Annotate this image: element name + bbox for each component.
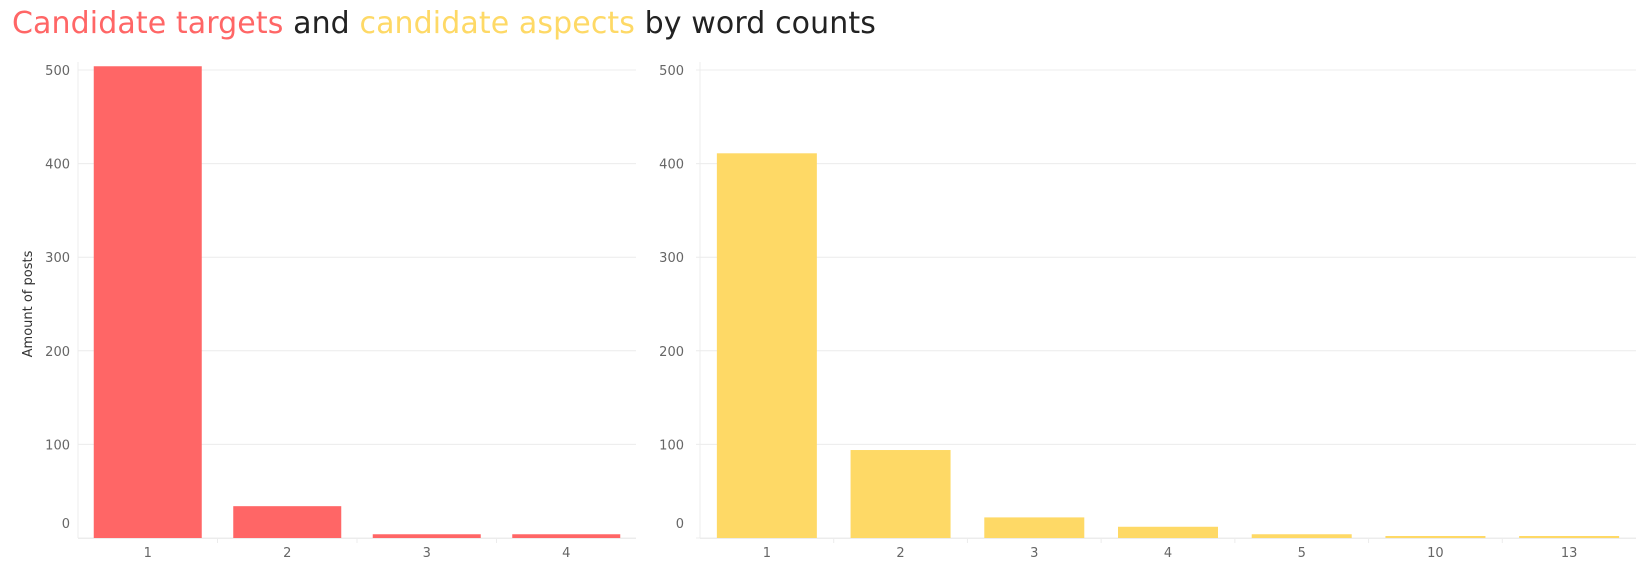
y-tick-label: 500 — [659, 64, 684, 79]
x-tick-label: 13 — [1561, 546, 1578, 561]
y-tick-label: 100 — [659, 438, 684, 453]
title-aspects: candidate aspects — [359, 6, 636, 41]
x-tick-label: 4 — [562, 546, 570, 561]
y-tick-label: 400 — [45, 158, 70, 173]
x-tick-label: 3 — [423, 546, 431, 561]
bar-13 — [1519, 536, 1620, 538]
y-axis-title: Amount of posts — [21, 250, 36, 357]
x-tick-label: 5 — [1298, 546, 1306, 561]
bar-10 — [1385, 536, 1486, 538]
chart-title: Candidate targets and candidate aspects … — [12, 2, 876, 46]
bar-1 — [716, 153, 817, 538]
y-tick-label: 0 — [62, 517, 70, 532]
x-tick-label: 2 — [283, 546, 291, 561]
bar-2 — [850, 450, 951, 538]
y-tick-label: 300 — [45, 251, 70, 266]
y-tick-label: 200 — [659, 345, 684, 360]
x-tick-label: 3 — [1030, 546, 1038, 561]
y-tick-label: 400 — [659, 158, 684, 173]
title-and: and — [283, 6, 360, 41]
bar-3 — [984, 517, 1085, 538]
y-tick-label: 500 — [45, 64, 70, 79]
y-tick-label: 200 — [45, 345, 70, 360]
bar-5 — [1251, 534, 1352, 538]
x-tick-label: 2 — [896, 546, 904, 561]
x-tick-label: 1 — [144, 546, 152, 561]
chart-panel-1: 0 100 200 300 400 500 Amount of posts 1 2 3 4 — [21, 62, 636, 561]
title-suffix: by word counts — [635, 6, 876, 41]
chart-panel-2: 0 100 200 300 400 500 1 2 3 4 5 10 13 — [659, 62, 1636, 561]
y-tick-label: 100 — [45, 438, 70, 453]
bar-4 — [512, 534, 621, 538]
bar-2 — [233, 506, 342, 538]
x-tick-label: 10 — [1427, 546, 1444, 561]
y-tick-label: 0 — [676, 517, 684, 532]
bar-1 — [93, 66, 202, 539]
y-tick-label: 300 — [659, 251, 684, 266]
bar-4 — [1118, 526, 1218, 538]
x-tick-label: 1 — [763, 546, 771, 561]
x-tick-label: 4 — [1164, 546, 1172, 561]
bar-3 — [372, 534, 481, 538]
title-targets: Candidate targets — [12, 6, 284, 41]
